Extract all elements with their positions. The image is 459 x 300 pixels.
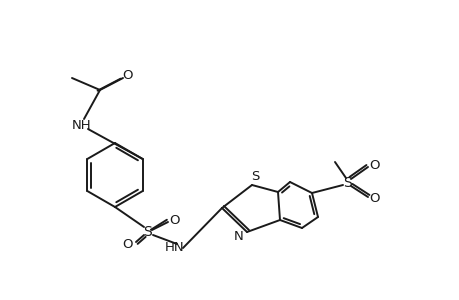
Text: S: S: [143, 225, 152, 239]
Text: N: N: [234, 230, 243, 244]
Text: S: S: [250, 170, 258, 184]
Text: O: O: [123, 238, 133, 251]
Text: S: S: [343, 176, 352, 190]
Text: O: O: [123, 68, 133, 82]
Text: O: O: [369, 193, 380, 206]
Text: NH: NH: [72, 118, 92, 131]
Text: HN: HN: [165, 242, 185, 254]
Text: O: O: [169, 214, 180, 226]
Text: O: O: [369, 158, 380, 172]
